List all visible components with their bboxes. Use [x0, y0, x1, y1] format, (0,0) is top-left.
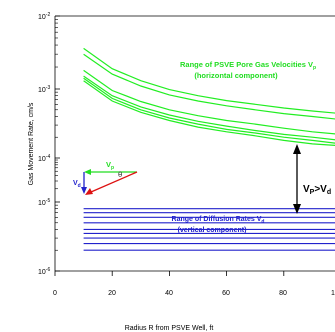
angle-label: θ — [118, 171, 122, 179]
x-tick-label: 60 — [222, 290, 230, 297]
y-minor-ticks — [55, 19, 58, 251]
pore-velocity-line — [83, 53, 335, 120]
diffusion-annotation-line1: Range of Diffusion Rates Vd — [172, 216, 265, 225]
y-tick-label: 10-5 — [38, 198, 50, 207]
resultant-vector — [90, 171, 138, 193]
vp-vector-label: Vp — [106, 160, 114, 171]
x-tick-label: 1 — [331, 290, 335, 297]
x-tick-label: 80 — [279, 290, 287, 297]
pore-velocity-line — [83, 47, 335, 114]
x-tick-label: 0 — [53, 290, 57, 297]
separation-arrow — [293, 144, 301, 214]
pore-velocity-line — [83, 77, 335, 144]
y-tick-labels: 10-2 10-3 10-4 10-5 10-6 — [38, 12, 50, 276]
y-axis-title: Gas Movement Rate, cm/s — [28, 102, 35, 185]
x-tick-label: 20 — [108, 290, 116, 297]
pore-annotation-line1: Range of PSVE Pore Gas Velocities Vp — [180, 60, 316, 71]
plot-area-frame — [54, 15, 335, 272]
pore-annotation-line2: (horizontal component) — [194, 71, 278, 80]
x-axis-title: Radius R from PSVE Well, ft — [125, 325, 214, 332]
vd-vector-label: Vd — [73, 180, 81, 189]
pore-gas-velocity-series — [83, 47, 335, 147]
x-tick-labels: 0 20 40 60 80 1 — [53, 290, 335, 297]
separation-arrow-head-up — [293, 144, 301, 154]
pore-velocity-line — [83, 69, 335, 135]
vector-diagram: Vp Vd θ — [73, 160, 138, 195]
pore-velocity-line — [83, 75, 335, 141]
y-tick-label: 10-4 — [38, 154, 50, 163]
diffusion-annotation-line2: (vertical component) — [178, 227, 247, 234]
diffusion-rate-series — [83, 208, 335, 251]
y-tick-label: 10-3 — [38, 85, 50, 94]
y-tick-label: 10-2 — [38, 12, 50, 21]
x-tick-label: 40 — [165, 290, 173, 297]
resultant-arrow-head — [85, 188, 93, 195]
separation-arrow-head-down — [293, 204, 301, 214]
pore-velocity-line — [83, 80, 335, 147]
vd-arrow-head — [81, 187, 87, 194]
comparison-label: VP>Vd — [303, 184, 331, 196]
y-major-ticks — [55, 15, 60, 272]
y-tick-label: 10-6 — [38, 267, 50, 276]
x-ticks — [54, 271, 285, 276]
vp-arrow-head — [84, 169, 91, 175]
diffusion-annotation: Range of Diffusion Rates Vd (vertical co… — [172, 216, 265, 234]
pore-velocity-annotation: Range of PSVE Pore Gas Velocities Vp (ho… — [180, 60, 316, 80]
